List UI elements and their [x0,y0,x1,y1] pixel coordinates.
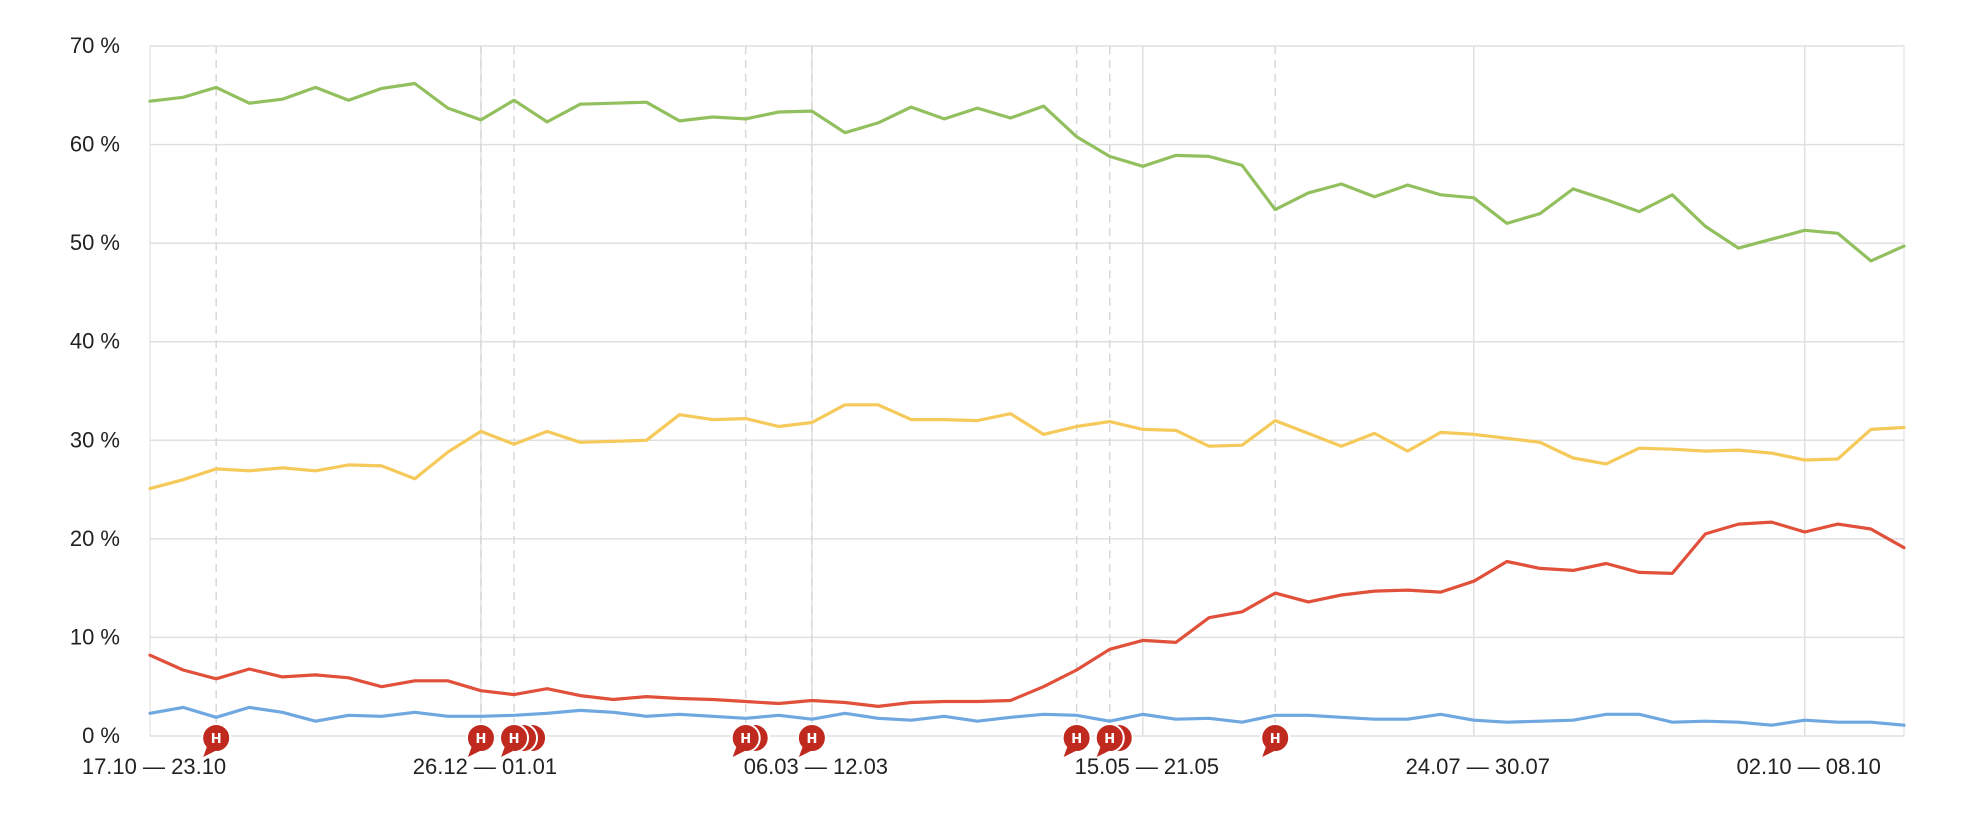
event-marker-tail [732,746,745,757]
y-tick-label: 10 % [70,624,120,649]
event-marker-letter: H [1071,732,1082,747]
event-marker-bubble [796,723,827,753]
event-marker-bubble [1094,723,1125,753]
x-tick-label: 26.12 — 01.01 [413,754,557,779]
event-marker-letter: H [740,732,751,747]
event-marker-bubble [1061,723,1092,753]
event-marker[interactable]: H [1094,723,1134,757]
event-marker-letter: H [1270,732,1281,747]
series-line-4 [148,705,1906,727]
event-marker-tail [1063,746,1076,757]
event-lines [215,46,1276,736]
series-line-2 [148,403,1906,491]
event-marker[interactable]: H [730,723,770,757]
event-marker-bubble [201,723,232,753]
series-line-3 [148,520,1906,709]
x-tick-label: 24.07 — 30.07 [1406,754,1550,779]
y-tick-label: 30 % [70,427,120,452]
event-marker-tail [1096,746,1109,757]
y-tick-label: 20 % [70,526,120,551]
event-marker-bubble [499,723,530,753]
event-marker[interactable]: H [1061,723,1092,757]
event-marker[interactable]: H [796,723,827,757]
x-tick-label: 17.10 — 23.10 [82,754,226,779]
x-tick-label: 02.10 — 08.10 [1737,754,1881,779]
event-marker[interactable]: H [201,723,232,757]
event-marker-letter: H [1104,732,1115,747]
event-marker-tail [1262,746,1275,757]
event-marker-tail [467,746,480,757]
y-tick-label: 50 % [70,230,120,255]
x-tick-label: 15.05 — 21.05 [1075,754,1219,779]
grid [149,45,1905,737]
event-marker-bubble [465,723,496,753]
y-tick-label: 0 % [82,723,120,748]
x-tick-label: 06.03 — 12.03 [744,754,888,779]
y-tick-label: 70 % [70,33,120,58]
event-marker-tail [203,746,216,757]
event-marker[interactable]: H [465,723,496,757]
y-tick-label: 40 % [70,329,120,354]
y-axis: 0 % 10 % 20 % 30 % 40 % 50 % 60 % 70 % [70,33,120,748]
event-marker-bubble [730,723,761,753]
event-marker[interactable]: H [499,723,548,757]
event-marker-tail [798,746,811,757]
event-marker-bubble [1260,723,1291,753]
event-marker-tail [501,746,514,757]
series-line-1 [148,81,1906,263]
event-marker-letter: H [509,732,520,747]
series-layer [148,81,1906,727]
event-marker-letter: H [806,732,817,747]
plot-frame [149,45,1905,737]
event-marker[interactable]: H [1260,723,1291,757]
event-marker-letter: H [211,732,222,747]
y-tick-label: 60 % [70,132,120,157]
event-marker-letter: H [475,732,486,747]
x-axis: 17.10 — 23.10 26.12 — 01.01 06.03 — 12.03 1… [82,754,1881,779]
